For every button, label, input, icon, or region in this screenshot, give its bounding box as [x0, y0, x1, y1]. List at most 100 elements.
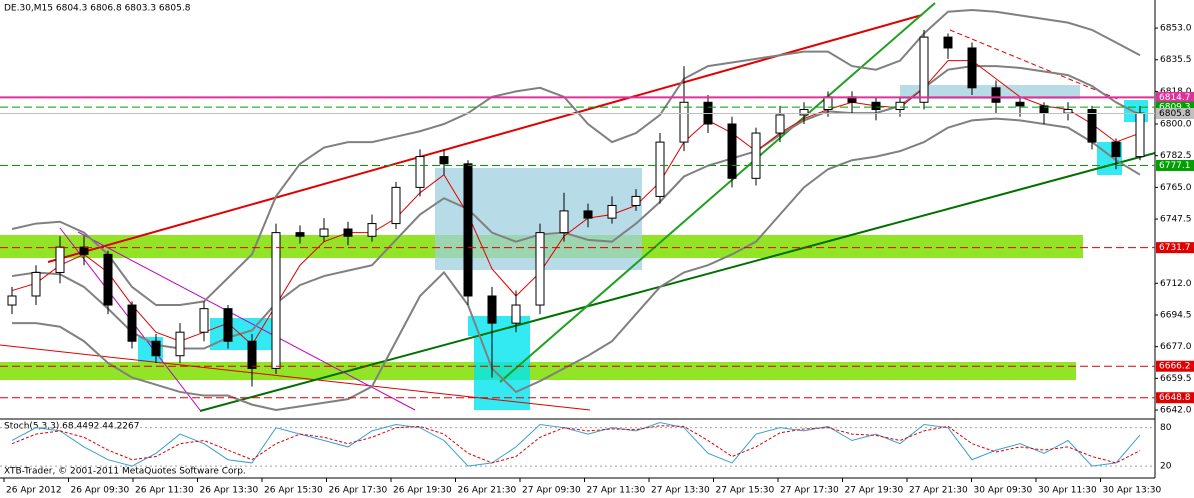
bollinger-band [11, 8, 1141, 307]
candle-body [919, 36, 929, 103]
candle-body [439, 156, 449, 165]
candle-body [895, 101, 905, 111]
y-tick-label: 6694.5 [1160, 310, 1192, 320]
x-tick-label: 26 Apr 11:30 [135, 486, 194, 496]
x-tick-label: 26 Apr 15:30 [264, 486, 323, 496]
candle-body [415, 156, 425, 188]
bollinger-band [12, 117, 1141, 412]
highlight-box [900, 85, 1080, 99]
x-tick-label: 26 Apr 09:30 [71, 486, 130, 496]
candle-body [967, 47, 977, 89]
candle-body [511, 304, 521, 324]
x-tick-label: 27 Apr 21:30 [909, 486, 968, 496]
x-tick-label: 26 Apr 17:30 [329, 486, 388, 496]
x-tick-label: 27 Apr 13:30 [651, 486, 710, 496]
trend-line [0, 344, 591, 411]
level-label: 6809.3 [1159, 103, 1191, 113]
candle-body [1015, 101, 1025, 107]
x-tick-label: 27 Apr 19:30 [845, 486, 904, 496]
level-label-box [1156, 242, 1194, 254]
level-label-box [1156, 159, 1194, 171]
y-tick-label: 6800.0 [1160, 120, 1192, 130]
candle-body [367, 223, 377, 237]
candle-body [751, 132, 761, 179]
y-tick-label: 6659.5 [1160, 374, 1192, 384]
candle-body [1087, 109, 1097, 143]
candle-body [79, 246, 89, 255]
highlight-box [474, 336, 530, 410]
level-label-box [1156, 101, 1194, 113]
highlight-box [468, 316, 530, 336]
candle-body [31, 271, 41, 297]
moving-average [11, 60, 1141, 346]
candle-body [463, 163, 473, 297]
x-tick-label: 26 Apr 13:30 [200, 486, 259, 496]
candle-body [535, 232, 545, 306]
candle-body [175, 331, 185, 357]
support-zone [0, 362, 1076, 380]
level-label: 6814.7 [1159, 93, 1191, 103]
candle-body [607, 204, 617, 219]
y-tick-label: 6712.0 [1160, 279, 1192, 289]
candle-body [1135, 112, 1145, 158]
candle-body [631, 195, 641, 206]
candle-body [655, 141, 665, 197]
chart-title: DE.30,M15 6804.3 6806.8 6803.3 6805.8 [4, 4, 191, 14]
y-tick-label: 6765.0 [1160, 183, 1192, 193]
trend-line [499, 2, 936, 383]
y-tick-label: 6835.5 [1160, 55, 1192, 65]
level-label-box [1156, 392, 1194, 404]
footer: XTB-Trader, © 2001-2011 MetaQuotes Softw… [4, 467, 246, 477]
channel-line [77, 231, 416, 411]
bollinger-band [11, 65, 1141, 350]
x-tick-label: 26 Apr 2012 [6, 486, 62, 496]
candle-body [1063, 109, 1073, 114]
x-tick-label: 30 Apr 09:30 [974, 486, 1033, 496]
level-label: 6805.8 [1159, 109, 1191, 119]
stoch-title: Stoch(5,3,3) 68.4492 44.2267 [4, 422, 139, 432]
candle-body [247, 340, 257, 369]
candle-body [559, 210, 569, 234]
candle-body [1111, 141, 1121, 158]
level-label: 6666.2 [1159, 362, 1191, 372]
level-label: 6777.1 [1159, 161, 1191, 171]
level-label: 6731.7 [1159, 243, 1191, 253]
level-label-box [1156, 108, 1194, 120]
x-tick-label: 26 Apr 19:30 [393, 486, 452, 496]
candle-body [223, 308, 233, 342]
y-tick-label: 6642.0 [1160, 406, 1192, 416]
candle-body [103, 253, 113, 306]
y-tick-label: 6747.5 [1160, 215, 1192, 225]
candle-body [391, 186, 401, 225]
candle-body [943, 36, 953, 49]
candle-body [679, 101, 689, 143]
candle-body [271, 232, 281, 369]
x-tick-label: 26 Apr 21:30 [458, 486, 517, 496]
stoch-tick-label: 20 [1160, 462, 1172, 472]
candle-body [487, 295, 497, 324]
x-tick-label: 27 Apr 11:30 [587, 486, 646, 496]
plot [7, 8, 1145, 412]
candle-body [7, 295, 17, 306]
trend-line [199, 152, 1156, 412]
candle-body [871, 101, 881, 111]
x-tick-label: 30 Apr 11:30 [1038, 486, 1097, 496]
y-tick-label: 6677.0 [1160, 342, 1192, 352]
y-tick-label: 6782.5 [1160, 151, 1192, 161]
x-tick-label: 27 Apr 15:30 [716, 486, 775, 496]
candle-body [991, 87, 1001, 103]
candle-body [295, 232, 305, 237]
stoch-line [11, 422, 1141, 467]
level-label-box [1156, 360, 1194, 372]
candle-body [727, 123, 737, 179]
candle-body [199, 308, 209, 333]
candle-body [343, 228, 353, 237]
candle-body [319, 228, 329, 237]
x-tick-label: 27 Apr 17:30 [780, 486, 839, 496]
candle-body [151, 340, 161, 357]
y-tick-label: 6853.0 [1160, 24, 1192, 34]
candle-body [583, 210, 593, 219]
trend-line [949, 29, 1121, 101]
candle-body [55, 246, 65, 273]
